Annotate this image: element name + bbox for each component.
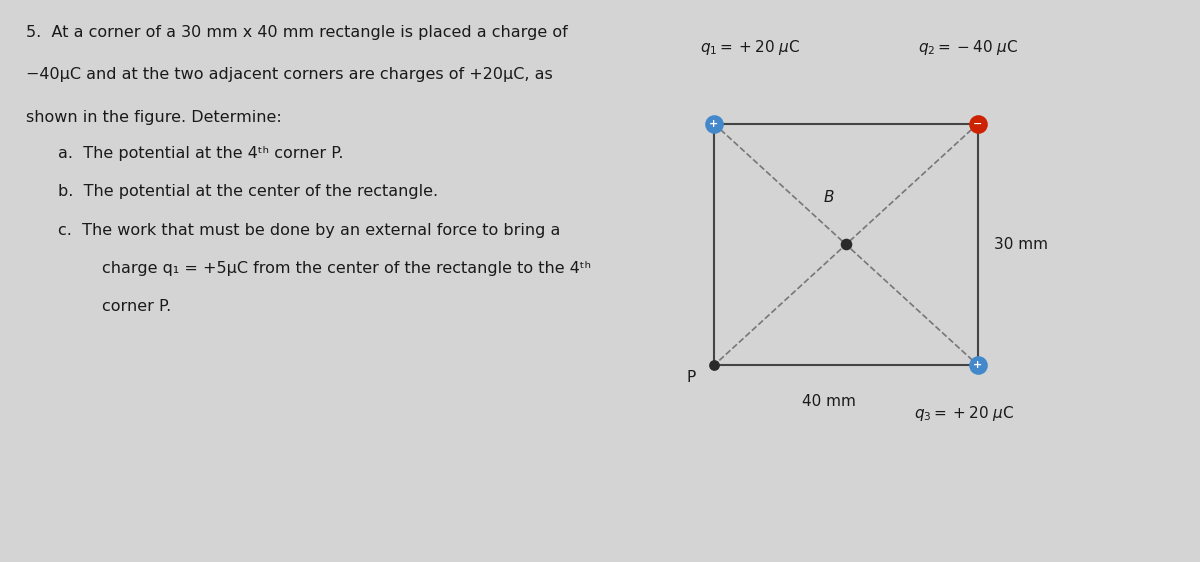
Text: shown in the figure. Determine:: shown in the figure. Determine: [26, 110, 282, 125]
Text: 40 mm: 40 mm [802, 395, 856, 409]
Text: −: − [973, 119, 983, 129]
Text: b.  The potential at the center of the rectangle.: b. The potential at the center of the re… [58, 184, 438, 200]
Point [968, 119, 988, 128]
Text: charge q₁ = +5μC from the center of the rectangle to the 4ᵗʰ: charge q₁ = +5μC from the center of the … [102, 261, 592, 276]
Point [836, 240, 856, 249]
Text: −40μC and at the two adjacent corners are charges of +20μC, as: −40μC and at the two adjacent corners ar… [26, 67, 553, 83]
Point [968, 361, 988, 370]
Text: 30 mm: 30 mm [994, 237, 1048, 252]
Text: B: B [823, 191, 834, 205]
Point [704, 361, 724, 370]
Text: +: + [973, 360, 983, 370]
Text: $q_2 = -40\ \mu$C: $q_2 = -40\ \mu$C [918, 38, 1019, 57]
Point [704, 119, 724, 128]
Text: +: + [709, 119, 719, 129]
Text: c.  The work that must be done by an external force to bring a: c. The work that must be done by an exte… [58, 223, 560, 238]
Text: corner P.: corner P. [102, 299, 172, 314]
Text: P: P [686, 370, 696, 385]
Text: 5.  At a corner of a 30 mm x 40 mm rectangle is placed a charge of: 5. At a corner of a 30 mm x 40 mm rectan… [26, 25, 568, 40]
Text: $q_3 = +20\ \mu$C: $q_3 = +20\ \mu$C [914, 404, 1015, 423]
Text: $q_1 = +20\ \mu$C: $q_1 = +20\ \mu$C [700, 38, 800, 57]
Text: a.  The potential at the 4ᵗʰ corner P.: a. The potential at the 4ᵗʰ corner P. [58, 146, 343, 161]
